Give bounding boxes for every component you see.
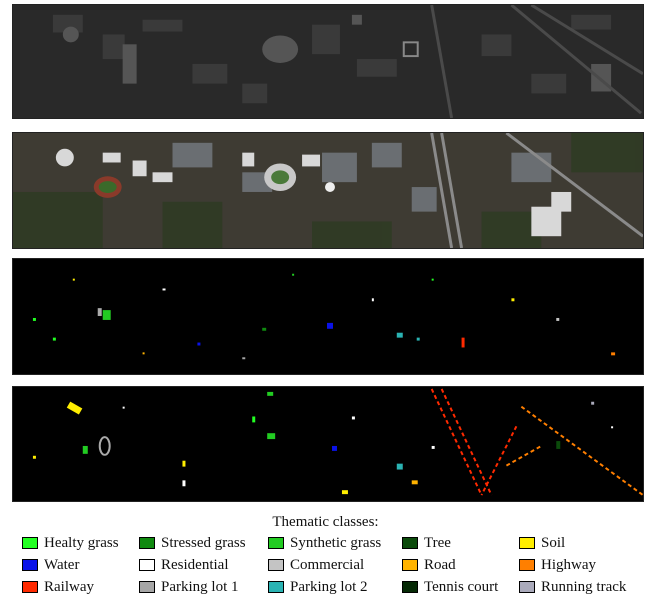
legend-item-water: Water (22, 556, 79, 574)
legend-item-parking-lot-1: Parking lot 1 (139, 578, 239, 596)
rgb-satellite-graphic (13, 133, 643, 248)
training-map-graphic (13, 259, 643, 374)
legend-item-commercial: Commercial (268, 556, 364, 574)
swatch-tennis-court (402, 581, 418, 593)
swatch-parking-lot-2 (268, 581, 284, 593)
legend-item-synthetic-grass: Synthetic grass (268, 534, 381, 552)
swatch-soil (519, 537, 535, 549)
legend-item-tree: Tree (402, 534, 451, 552)
swatch-road (402, 559, 418, 571)
swatch-stressed-grass (139, 537, 155, 549)
swatch-highway (519, 559, 535, 571)
grayscale-lidar-graphic (13, 5, 643, 118)
swatch-residential (139, 559, 155, 571)
swatch-tree (402, 537, 418, 549)
legend-item-railway: Railway (22, 578, 94, 596)
swatch-synthetic-grass (268, 537, 284, 549)
legend-item-residential: Residential (139, 556, 229, 574)
legend-item-road: Road (402, 556, 456, 574)
swatch-water (22, 559, 38, 571)
training-ground-truth-map (12, 258, 644, 375)
rgb-satellite-image (12, 132, 644, 249)
legend-item-highway: Highway (519, 556, 596, 574)
legend-item-tennis-court: Tennis court (402, 578, 498, 596)
legend-item-running-track: Running track (519, 578, 626, 596)
test-ground-truth-map (12, 386, 644, 502)
grayscale-lidar-image (12, 4, 644, 119)
test-map-graphic (13, 387, 643, 501)
legend-item-soil: Soil (519, 534, 565, 552)
swatch-parking-lot-1 (139, 581, 155, 593)
swatch-running-track (519, 581, 535, 593)
legend-item-parking-lot-2: Parking lot 2 (268, 578, 368, 596)
swatch-healthy-grass (22, 537, 38, 549)
swatch-railway (22, 581, 38, 593)
swatch-commercial (268, 559, 284, 571)
legend-item-stressed-grass: Stressed grass (139, 534, 246, 552)
legend-item-healthy-grass: Healty grass (22, 534, 119, 552)
legend-title: Thematic classes: (272, 514, 379, 530)
